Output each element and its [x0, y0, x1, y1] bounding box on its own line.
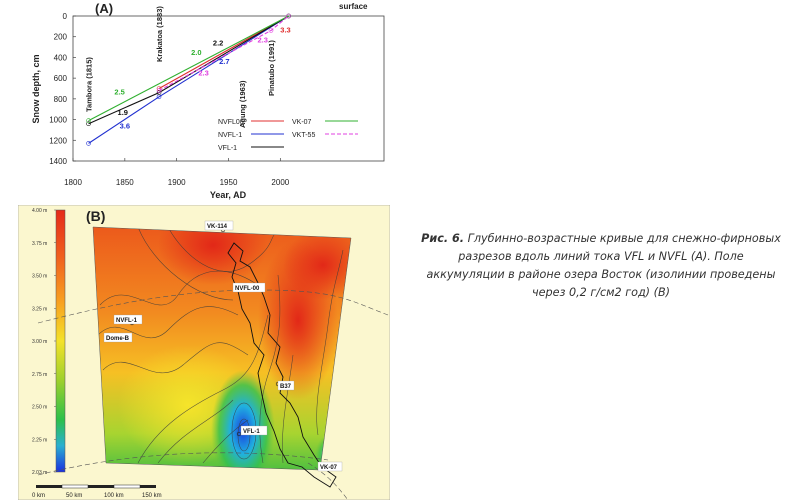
- x-tick-label: 2000: [271, 178, 289, 187]
- colorbar-ticks: 4.00 m 3.75 m 3.50 m 3.25 m 3.00 m 2.75 m 2.50…: [32, 208, 56, 476]
- label-vfl-1: VFL-1: [243, 429, 260, 435]
- flow-lines: [37, 289, 389, 500]
- y-tick-label: 200: [54, 33, 68, 42]
- series-nvfl-1-line: [88, 15, 289, 144]
- label-dome-b: Dome-B: [106, 336, 130, 342]
- scale-bar: 0 km 50 km 100 km 150 km: [32, 484, 162, 499]
- colorbar-tick-label: 3.25 m: [32, 306, 47, 312]
- event-label: Tambora (1815): [85, 57, 94, 112]
- x-tick-label: 1800: [64, 178, 82, 187]
- colorbar-tick-label: 2.75 m: [32, 372, 47, 378]
- figure-caption: Рис. 6. Глубинно-возрастные кривые для с…: [420, 230, 782, 302]
- series-point: [156, 88, 162, 93]
- legend-label: VFL-1: [218, 145, 237, 152]
- rate-label: 2.7: [219, 57, 229, 66]
- y-tick-label: 600: [54, 74, 68, 83]
- colorbar-tick-label: 2.25 m: [32, 437, 47, 443]
- volcanic-events: Tambora (1815) Krakatoa (1883) Agung (1963…: [85, 6, 276, 128]
- scale-label-150: 150 km: [142, 493, 162, 499]
- panel-label-a: (A): [95, 1, 113, 16]
- y-axis-label: Snow depth, cm: [31, 54, 41, 123]
- rate-label: 1.9: [118, 108, 128, 117]
- event-label: Krakatoa (1883): [155, 6, 164, 62]
- colorbar-tick-label: 3.00 m: [32, 339, 47, 345]
- label-nvfl-00: NVFL-00: [235, 286, 260, 292]
- series-point: [268, 28, 274, 33]
- colorbar: [55, 209, 66, 473]
- series-point: [156, 90, 162, 95]
- legend-label: NVFL00: [218, 119, 244, 126]
- x-tick-label: 1950: [220, 178, 238, 187]
- colorbar-tick-label: 2.03 m: [32, 470, 47, 476]
- series-point: [86, 121, 91, 127]
- legend-label: VKT-55: [292, 132, 315, 139]
- event-label: Agung (1963): [238, 80, 247, 128]
- scale-label-100: 100 km: [104, 493, 124, 499]
- x-ticks: 1800 1850 1900 1950 2000: [64, 158, 290, 187]
- y-tick-label: 1000: [49, 116, 67, 125]
- rate-label: 3.3: [280, 26, 290, 35]
- depth-age-chart: (A) Snow depth, cm Year, AD 0 200 400 600 80…: [31, 1, 385, 200]
- event-label: Pinatubo (1991): [267, 40, 276, 96]
- label-vk-07: VK-07: [320, 465, 338, 471]
- accumulation-field: [93, 227, 351, 470]
- label-vk-114: VK-114: [207, 224, 228, 230]
- series-nvfl00-line: [158, 15, 289, 89]
- accumulation-map: 4.00 m 3.75 m 3.50 m 3.25 m 3.00 m 2.75 m 2.50…: [18, 205, 390, 500]
- rate-label: 2.0: [191, 48, 201, 57]
- panel-label-b: (B): [86, 208, 105, 224]
- colorbar-tick-label: 4.00 m: [32, 208, 47, 214]
- series-point: [86, 141, 91, 146]
- rate-annotations: 2.5 1.9 3.6 2.0 2.2 2.7 2.3 2.3 3.3: [114, 26, 290, 131]
- scale-label-50: 50 km: [66, 493, 82, 499]
- caption-label: Рис. 6.: [421, 232, 465, 245]
- series-vk-07-line: [88, 15, 289, 122]
- caption-text: Глубинно-возрастные кривые для снежно-фи…: [426, 232, 781, 299]
- y-ticks: 0 200 400 600 800 1000 1200 1400: [49, 12, 76, 166]
- rate-label: 3.6: [120, 121, 130, 130]
- series-point: [86, 118, 91, 123]
- colorbar-tick-label: 3.75 m: [32, 241, 47, 247]
- y-tick-label: 800: [54, 95, 68, 104]
- label-b37: B37: [280, 384, 292, 390]
- rate-label: 2.2: [213, 39, 223, 48]
- rate-label: 2.3: [198, 69, 208, 78]
- legend-label: VK-07: [292, 119, 312, 126]
- colorbar-tick-label: 3.50 m: [32, 274, 47, 280]
- series-point: [286, 13, 291, 19]
- series-vkt-55-line: [158, 15, 289, 92]
- colorbar-tick-label: 2.50 m: [32, 405, 47, 411]
- y-tick-label: 1400: [49, 157, 67, 166]
- y-tick-label: 400: [54, 53, 68, 62]
- scale-label-0: 0 km: [32, 493, 45, 499]
- station-labels: VK-114 NVFL-00 NVFL-1 Dome-B B37 VFL-1 V…: [103, 220, 343, 472]
- surface-label: surface: [339, 2, 368, 11]
- y-tick-label: 0: [63, 12, 68, 21]
- legend: NVFL00 VK-07 NVFL-1 VKT-55 VFL-1: [218, 119, 358, 152]
- x-tick-label: 1850: [116, 178, 134, 187]
- legend-label: NVFL-1: [218, 132, 242, 139]
- x-tick-label: 1900: [168, 178, 186, 187]
- x-axis-label: Year, AD: [210, 190, 247, 200]
- lake-vostok-outline: [227, 242, 337, 488]
- rate-label: 2.3: [257, 35, 267, 44]
- y-tick-label: 1200: [49, 136, 67, 145]
- rate-label: 2.5: [114, 88, 124, 97]
- series-lines: [86, 13, 291, 146]
- label-nvfl-1: NVFL-1: [116, 318, 138, 324]
